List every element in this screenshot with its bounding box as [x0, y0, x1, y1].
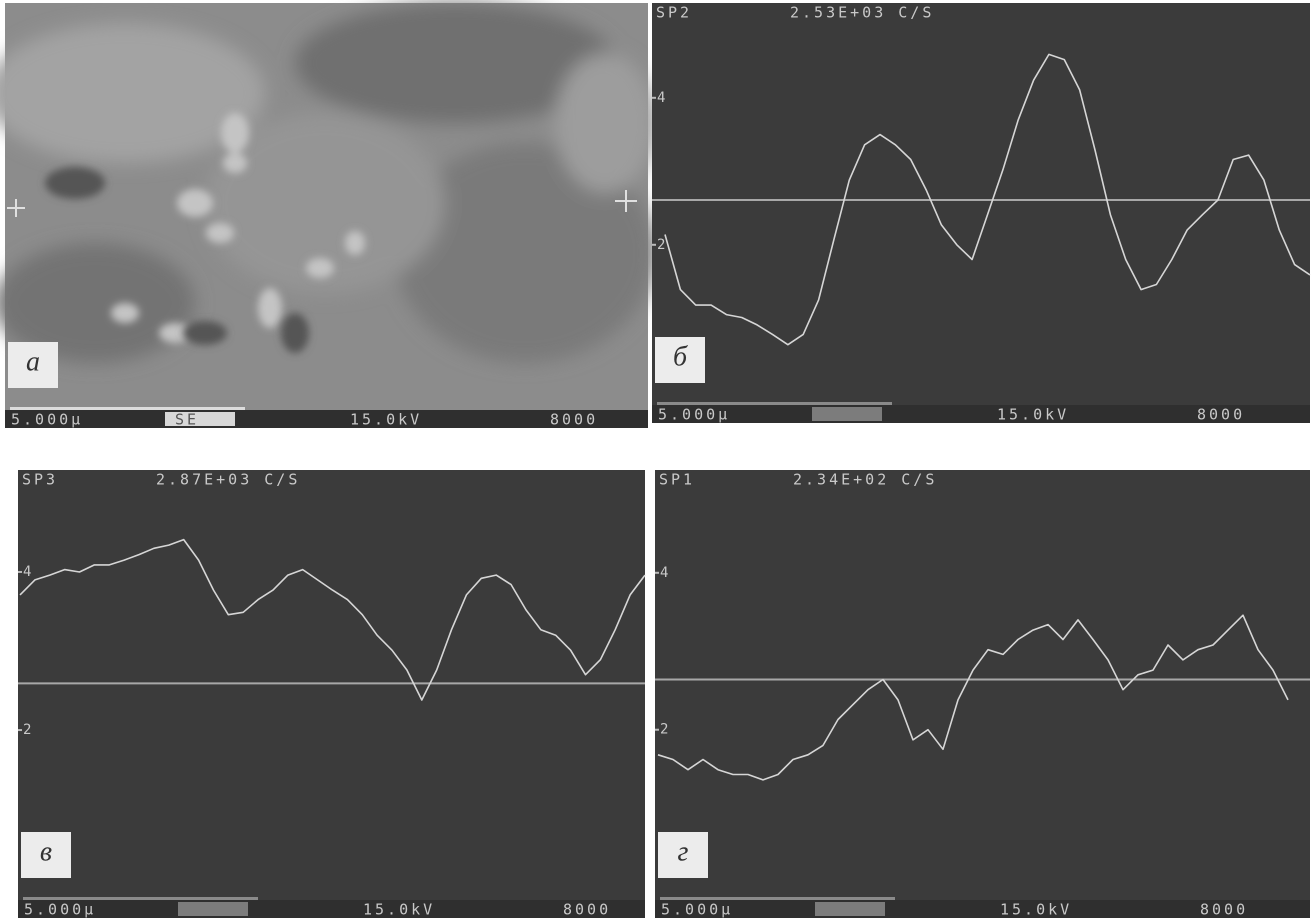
- mode-box: [178, 902, 248, 916]
- spot-name: SP3: [22, 471, 58, 489]
- scale-bar: [10, 407, 245, 410]
- scan-trace: [657, 614, 1289, 781]
- sem-image: 5.000µ SE 15.0kV 8000 а: [0, 3, 655, 429]
- voltage-text: 15.0kV: [350, 411, 422, 429]
- scan-trace: [664, 53, 1311, 346]
- mode-box: [812, 407, 882, 421]
- panel-label-box: [21, 832, 71, 878]
- panel-background: [655, 470, 1310, 918]
- scale-text: 5.000µ: [11, 411, 83, 429]
- magnification-text: 8000: [1197, 406, 1245, 424]
- count-rate: 2.53E+03 C/S: [790, 4, 934, 22]
- y-tick-label: 2: [660, 722, 671, 738]
- mode-box: [165, 412, 235, 426]
- panel-label-box: [8, 342, 58, 388]
- panel-background: [652, 3, 1310, 423]
- count-rate: 2.34E+02 C/S: [793, 471, 937, 489]
- scan-trace: [19, 538, 646, 701]
- panel-label: г: [678, 836, 689, 867]
- scale-text: 5.000µ: [658, 406, 730, 424]
- magnification-text: 8000: [1200, 901, 1248, 919]
- panel-label: б: [673, 341, 688, 372]
- scale-bar: [657, 402, 892, 405]
- scale-text: 5.000µ: [661, 901, 733, 919]
- mode-text: SE: [175, 411, 199, 429]
- panel-background: [18, 470, 645, 918]
- y-tick-label: 2: [657, 237, 668, 253]
- count-rate: 2.87E+03 C/S: [156, 471, 300, 489]
- y-tick-label: 4: [23, 564, 34, 580]
- magnification-text: 8000: [550, 411, 598, 429]
- panel-label-box: [655, 337, 705, 383]
- panel-label-box: [658, 832, 708, 878]
- magnification-text: 8000: [563, 901, 611, 919]
- spot-name: SP2: [656, 4, 692, 22]
- spot-name: SP1: [659, 471, 695, 489]
- line-scan-panel: 2 4 SP3 2.87E+03 C/S 5.000µ 15.0kV 8000 в: [18, 470, 646, 919]
- panel-label: а: [26, 346, 40, 377]
- y-tick-label: 4: [660, 565, 671, 581]
- line-scan-panel: 2 4 SP2 2.53E+03 C/S 5.000µ 15.0kV 8000 б: [652, 3, 1311, 424]
- voltage-text: 15.0kV: [1000, 901, 1072, 919]
- scale-bar: [23, 897, 258, 900]
- scale-bar: [660, 897, 895, 900]
- scale-text: 5.000µ: [24, 901, 96, 919]
- y-tick-label: 4: [657, 90, 668, 106]
- voltage-text: 15.0kV: [363, 901, 435, 919]
- mode-box: [815, 902, 885, 916]
- y-tick-label: 2: [23, 722, 34, 738]
- panel-label: в: [40, 836, 52, 867]
- line-scan-panel: 2 4 SP1 2.34E+02 C/S 5.000µ 15.0kV 8000 г: [655, 470, 1310, 919]
- status-bar: [18, 900, 645, 918]
- voltage-text: 15.0kV: [997, 406, 1069, 424]
